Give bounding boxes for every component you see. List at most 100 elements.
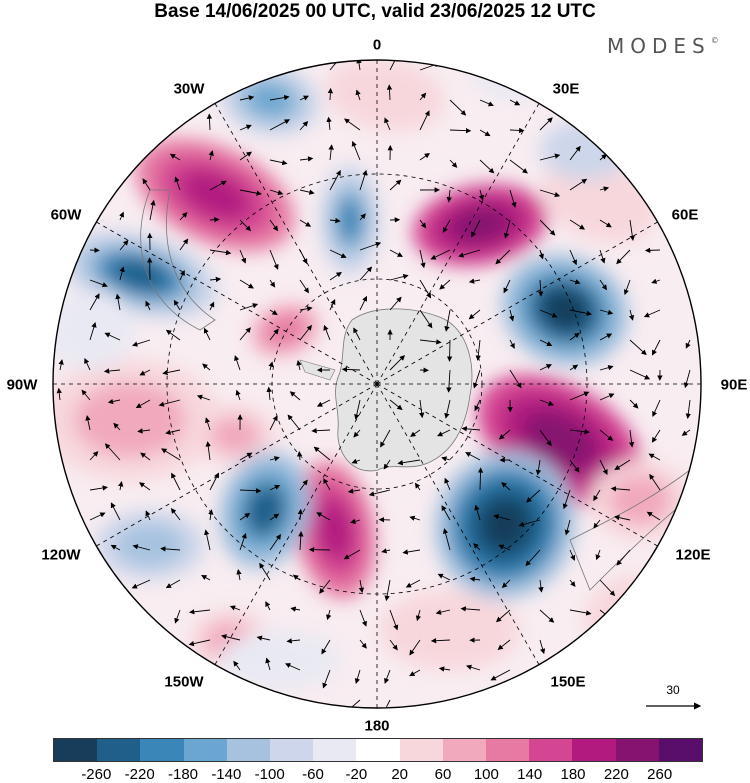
wind-arrow	[501, 579, 511, 589]
wind-arrow	[419, 309, 433, 329]
wind-arrow	[239, 512, 251, 521]
wind-arrow	[165, 579, 181, 589]
legend-tick-label: 20	[391, 766, 408, 783]
wind-arrow	[196, 394, 211, 401]
wind-arrow	[209, 180, 227, 191]
wind-arrow	[479, 159, 495, 174]
wind-arrow	[239, 249, 247, 264]
wind-arrow	[386, 84, 393, 101]
wind-arrow	[354, 399, 361, 420]
wind-arrow	[397, 459, 421, 466]
wind-arrow	[179, 269, 185, 281]
wind-arrow	[490, 669, 511, 681]
wind-arrow	[268, 361, 274, 371]
wind-arrow	[593, 489, 601, 502]
wind-arrow	[446, 369, 452, 393]
wind-arrow	[414, 482, 421, 491]
wind-arrow	[205, 441, 211, 461]
wind-arrow	[299, 306, 313, 312]
wind-arrow	[380, 699, 391, 708]
wind-arrow	[327, 87, 334, 101]
wind-arrow	[569, 178, 588, 191]
wind-arrow	[239, 124, 252, 131]
wind-arrow	[569, 332, 580, 341]
wind-arrow	[389, 179, 402, 191]
wind-arrow	[208, 150, 214, 161]
wind-arrow	[389, 60, 398, 71]
wind-arrow	[539, 219, 556, 236]
wind-arrow	[497, 639, 511, 650]
wind-arrow	[173, 299, 181, 311]
anomaly-contour	[112, 259, 168, 291]
wind-arrow	[265, 657, 271, 671]
wind-arrow	[354, 669, 361, 684]
wind-arrow	[384, 579, 391, 602]
wind-arrow	[284, 663, 301, 671]
wind-arrow	[355, 89, 361, 101]
wind-arrow	[89, 279, 108, 288]
wind-arrow	[539, 117, 553, 131]
wind-arrow	[118, 481, 124, 491]
wind-arrow	[610, 486, 631, 492]
wind-arrow	[311, 428, 331, 434]
label-lon-120e: 120E	[675, 546, 711, 564]
wind-arrow	[359, 213, 366, 221]
legend-swatch	[226, 739, 271, 761]
wind-arrow	[419, 279, 432, 299]
wind-arrow	[119, 266, 125, 281]
wind-arrow	[269, 328, 279, 341]
wind-arrow	[599, 365, 614, 371]
legend-tick-label: -60	[302, 766, 324, 783]
wind-arrow	[286, 638, 301, 644]
wind-arrow	[209, 472, 219, 491]
wind-arrow	[569, 579, 576, 588]
wind-arrow	[458, 249, 481, 258]
wind-arrow	[189, 609, 211, 615]
wind-arrow	[89, 322, 97, 341]
label-lon-60w: 60W	[50, 206, 82, 224]
wind-arrow	[437, 429, 451, 437]
anomaly-contour	[244, 483, 286, 537]
anomaly-contour	[53, 290, 135, 370]
wind-arrow	[683, 369, 691, 389]
wind-arrow	[139, 482, 151, 491]
wind-arrow	[599, 309, 614, 315]
anomaly-contour	[380, 590, 520, 670]
wind-arrow	[493, 514, 511, 521]
wind-arrow	[259, 562, 271, 581]
wind-arrow	[441, 505, 451, 521]
wind-arrow	[569, 459, 580, 473]
color-legend	[53, 738, 703, 762]
wind-arrow	[269, 219, 279, 232]
wind-arrow	[239, 303, 259, 311]
wind-arrow	[359, 266, 373, 281]
wind-arrow	[269, 189, 284, 196]
wind-arrow	[629, 399, 639, 409]
wind-arrow	[474, 504, 481, 521]
wind-arrow	[599, 186, 610, 192]
graticule	[53, 60, 701, 708]
wind-arrow	[174, 176, 181, 191]
wind-arrow	[616, 549, 631, 566]
wind-arrow	[477, 467, 484, 491]
wind-arrow	[299, 156, 314, 162]
wind-arrow	[569, 219, 586, 230]
wind-arrow	[351, 140, 361, 161]
wind-arrow	[115, 293, 121, 311]
wind-arrow	[623, 279, 631, 296]
wind-arrow	[206, 113, 213, 131]
wind-arrow	[104, 332, 121, 341]
antarctica	[335, 308, 473, 472]
wind-arrow	[441, 456, 451, 462]
wind-arrow	[461, 426, 481, 432]
wind-arrow	[299, 219, 312, 227]
wind-arrow	[569, 549, 576, 561]
wind-arrow	[539, 399, 555, 406]
wind-arrow	[329, 60, 341, 71]
wind-arrow	[569, 364, 579, 371]
wind-arrow	[229, 605, 241, 611]
label-lon-30e: 30E	[552, 80, 580, 98]
wind-arrow	[299, 279, 309, 294]
wind-arrow	[269, 119, 290, 131]
wind-arrow	[297, 508, 304, 521]
